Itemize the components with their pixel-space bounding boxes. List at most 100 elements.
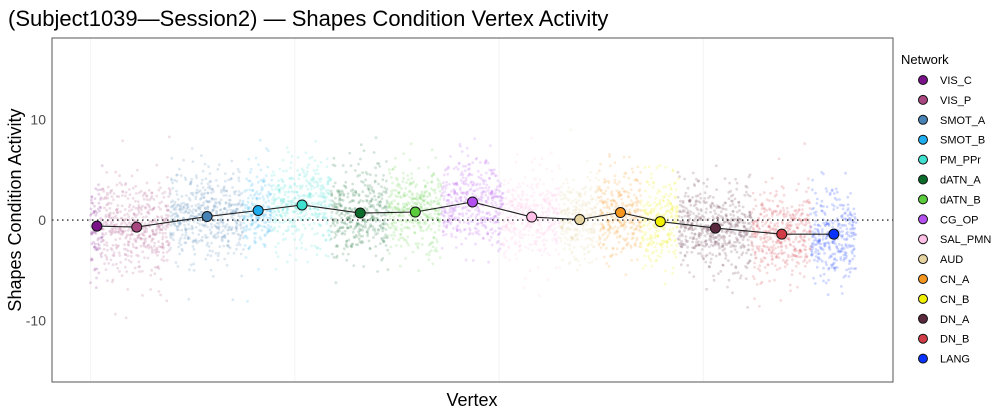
scatter-point — [743, 193, 747, 197]
scatter-point — [670, 214, 674, 218]
scatter-point — [119, 210, 122, 214]
scatter-point — [767, 248, 771, 252]
scatter-point — [284, 237, 287, 241]
scatter-point — [223, 207, 227, 211]
scatter-point — [187, 219, 191, 223]
scatter-point — [182, 211, 186, 215]
scatter-point — [134, 199, 137, 203]
scatter-point — [619, 221, 623, 225]
scatter-point — [658, 201, 662, 205]
scatter-point — [174, 215, 177, 219]
scatter-point — [211, 187, 215, 191]
scatter-point — [200, 193, 204, 197]
scatter-point — [404, 186, 408, 190]
scatter-point — [276, 205, 280, 208]
scatter-point — [323, 200, 326, 204]
scatter-point — [129, 249, 133, 253]
scatter-point — [194, 215, 198, 219]
scatter-point — [324, 238, 328, 242]
scatter-point — [101, 239, 105, 242]
scatter-point — [484, 193, 488, 197]
scatter-point — [248, 212, 252, 216]
scatter-point — [198, 207, 201, 211]
scatter-point — [762, 215, 766, 219]
scatter-point — [269, 213, 273, 217]
scatter-point — [769, 237, 773, 241]
scatter-point — [622, 155, 626, 159]
scatter-point — [779, 242, 783, 245]
scatter-point — [180, 202, 183, 206]
scatter-point — [112, 211, 116, 215]
scatter-point — [751, 248, 754, 252]
scatter-point — [91, 230, 95, 233]
scatter-point — [129, 233, 133, 237]
scatter-point — [658, 190, 662, 194]
scatter-point — [332, 185, 335, 188]
scatter-point — [705, 253, 709, 257]
scatter-point — [238, 199, 242, 203]
scatter-point — [170, 214, 173, 218]
scatter-point — [803, 258, 807, 262]
scatter-point — [634, 241, 637, 245]
scatter-point — [365, 207, 369, 211]
scatter-point — [106, 185, 110, 189]
scatter-point — [169, 233, 173, 237]
scatter-point — [538, 235, 542, 239]
scatter-point — [260, 185, 264, 189]
scatter-point — [267, 199, 270, 203]
scatter-point — [777, 239, 781, 242]
scatter-point — [105, 241, 109, 245]
scatter-point — [660, 248, 664, 252]
scatter-point — [198, 189, 202, 193]
scatter-point — [744, 277, 748, 280]
scatter-point — [296, 193, 300, 197]
scatter-point — [543, 232, 546, 235]
scatter-point — [264, 213, 267, 217]
scatter-point — [384, 213, 388, 217]
scatter-point — [684, 225, 688, 228]
scatter-point — [198, 218, 202, 222]
scatter-point — [163, 190, 167, 194]
scatter-point — [214, 251, 218, 255]
scatter-point — [770, 254, 774, 258]
scatter-point — [173, 203, 176, 207]
scatter-point — [258, 138, 262, 142]
scatter-point — [181, 205, 185, 209]
scatter-point — [231, 209, 235, 212]
scatter-point — [297, 177, 301, 181]
scatter-point — [359, 157, 362, 161]
scatter-point — [279, 186, 283, 190]
scatter-point — [547, 213, 550, 217]
scatter-point — [245, 224, 249, 228]
scatter-point — [664, 212, 668, 216]
scatter-point — [689, 198, 692, 202]
scatter-point — [167, 244, 171, 247]
scatter-point — [750, 240, 753, 244]
scatter-point — [728, 234, 731, 238]
scatter-point — [704, 218, 708, 222]
scatter-point — [197, 190, 201, 194]
scatter-point — [294, 196, 297, 200]
scatter-point — [724, 201, 728, 205]
scatter-point — [271, 170, 275, 174]
scatter-point — [423, 194, 426, 198]
scatter-point — [610, 190, 614, 193]
scatter-point — [466, 193, 469, 197]
scatter-point — [347, 238, 351, 242]
scatter-point — [571, 212, 574, 216]
scatter-point — [578, 204, 582, 208]
scatter-point — [288, 220, 292, 224]
scatter-point — [727, 278, 731, 282]
scatter-point — [353, 193, 357, 197]
scatter-point — [201, 186, 205, 189]
scatter-point — [255, 226, 259, 229]
scatter-point — [780, 249, 783, 252]
scatter-point — [709, 257, 713, 261]
scatter-point — [194, 239, 198, 243]
scatter-point — [228, 225, 232, 229]
scatter-point — [458, 186, 462, 190]
scatter-point — [574, 205, 578, 209]
scatter-point — [237, 202, 241, 206]
scatter-point — [314, 139, 317, 143]
scatter-point — [567, 199, 571, 202]
